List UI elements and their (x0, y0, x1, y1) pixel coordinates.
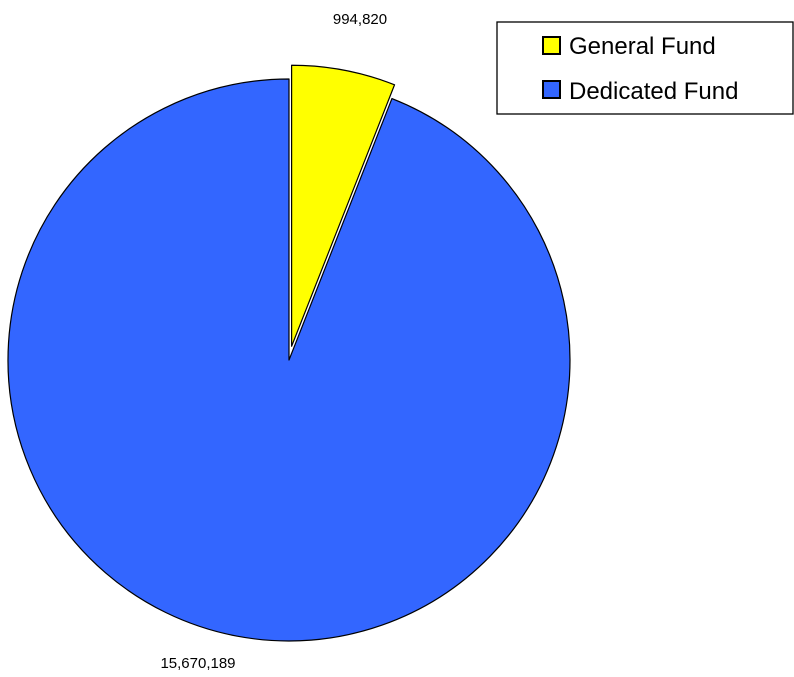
legend-swatch-dedicated-fund (542, 80, 561, 99)
legend-swatch-general-fund (542, 36, 561, 55)
data-label-general-fund: 994,820 (333, 11, 387, 28)
legend: General Fund Dedicated Fund (496, 21, 794, 115)
legend-label-general-fund: General Fund (569, 33, 716, 60)
pie-slice-dedicated-fund (7, 78, 571, 642)
data-labels: 994,820 15,670,189 (160, 11, 387, 672)
data-label-dedicated-fund: 15,670,189 (160, 655, 235, 672)
pie-slices (7, 64, 571, 642)
legend-label-dedicated-fund: Dedicated Fund (569, 78, 738, 105)
pie-slice-general-fund (291, 64, 396, 347)
